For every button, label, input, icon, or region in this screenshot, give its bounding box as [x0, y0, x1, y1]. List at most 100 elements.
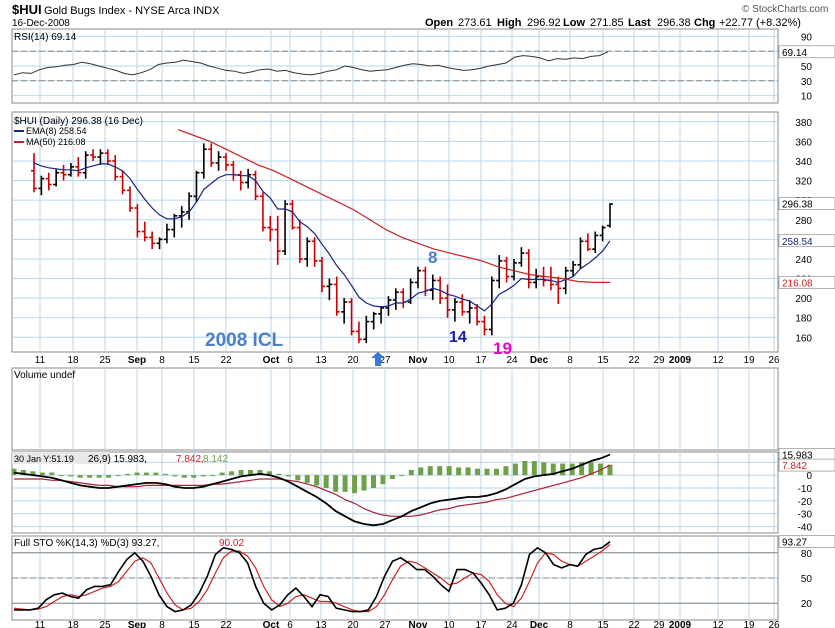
- price-last-tag: 296.38: [782, 200, 813, 211]
- macd-legend-prefix: 30 Jan Y:51.19: [14, 454, 74, 464]
- x-axis-tick-label-bottom: 29: [653, 620, 665, 628]
- macd-histogram-bar: [512, 463, 518, 476]
- macd-histogram-bar: [77, 475, 83, 478]
- x-axis-tick-label: Nov: [409, 355, 428, 366]
- macd-histogram-bar: [200, 475, 206, 477]
- macd-histogram-bar: [172, 475, 178, 477]
- ma50-line: [177, 129, 610, 283]
- annotation-14: 14: [449, 329, 467, 346]
- macd-histogram-bar: [153, 472, 159, 476]
- stockcharts-watermark: © StockCharts.com: [742, 4, 828, 15]
- x-axis-tick-label: 29: [653, 355, 665, 366]
- x-axis-tick-label-bottom: 10: [443, 620, 455, 628]
- x-axis-tick-label: 15: [597, 355, 609, 366]
- ema-line: [33, 162, 611, 312]
- macd-histogram-bar: [408, 470, 414, 476]
- price-y-tick-label: 180: [795, 314, 812, 325]
- macd-histogram-bar: [96, 475, 102, 478]
- macd-histogram-bar: [30, 471, 36, 476]
- annotation-19: 19: [493, 339, 512, 358]
- macd-signal-line: [14, 464, 611, 517]
- macd-histogram-bar: [68, 475, 74, 477]
- x-axis-tick-label-bottom: 17: [475, 620, 487, 628]
- macd-y-tick-label: -30: [798, 510, 813, 521]
- x-axis-tick-label-bottom: 22: [628, 620, 640, 628]
- macd-histogram-bar: [522, 461, 528, 476]
- price-y-tick-label: 160: [795, 333, 812, 344]
- x-axis-tick-label: 13: [315, 355, 327, 366]
- x-axis-tick-label-bottom: 25: [99, 620, 111, 628]
- macd-histogram-bar: [456, 467, 462, 476]
- macd-histogram-bar: [493, 468, 499, 476]
- x-axis-tick-label: 10: [443, 355, 455, 366]
- rsi-y-tick-label: 30: [801, 77, 813, 88]
- sto-k-line: [14, 541, 611, 613]
- rsi-layer: [13, 51, 609, 76]
- macd-histogram-bar: [418, 467, 424, 476]
- x-axis-tick-label: 22: [220, 355, 232, 366]
- macd-histogram-bar: [143, 472, 149, 476]
- macd-histogram-bar: [238, 470, 244, 476]
- price-y-tick-label: 240: [795, 255, 812, 266]
- price-legend-ma: MA(50) 216.08: [26, 137, 86, 147]
- macd-histogram-bar: [588, 462, 594, 476]
- macd-histogram-bar: [20, 470, 26, 476]
- header-high-value: 296.92: [527, 17, 561, 29]
- macd-histogram-bar: [465, 467, 471, 476]
- x-axis-tick-label: 17: [475, 355, 487, 366]
- price-panel-frame: [11, 111, 779, 353]
- sto-legend-prefix: Full STO %K(14,3) %D(3) 93.27,: [14, 538, 159, 549]
- macd-histogram-bar: [106, 475, 112, 478]
- x-axis-tick-label-bottom: 15: [597, 620, 609, 628]
- x-axis-tick-label: 26: [768, 355, 780, 366]
- x-axis-tick-label: 24: [506, 355, 518, 366]
- rsi-last-tag-box: [778, 45, 835, 59]
- macd-histogram-bar: [560, 463, 566, 476]
- macd-histogram-bar: [389, 475, 395, 479]
- rsi-line: [13, 51, 609, 76]
- macd-histogram-bar: [229, 471, 235, 476]
- rsi-legend: RSI(14) 69.14: [14, 32, 77, 43]
- x-axis-tick-label-bottom: 13: [315, 620, 327, 628]
- x-axis-tick-label-bottom: 2009: [669, 620, 692, 628]
- x-axis-tick-label: Dec: [530, 355, 549, 366]
- x-axis-tick-label-bottom: 24: [506, 620, 518, 628]
- sto-y-tick-label: 80: [801, 549, 813, 560]
- x-axis-tick-label-bottom: Dec: [530, 620, 549, 628]
- x-axis-tick-label-bottom: 26: [768, 620, 780, 628]
- macd-legend-val3: 8.142: [203, 454, 228, 465]
- macd-histogram-bar: [87, 475, 93, 478]
- x-axis-tick-label-bottom: 8: [159, 620, 165, 628]
- volume-legend: Volume undef: [14, 370, 75, 381]
- header-date: 16-Dec-2008: [12, 18, 70, 29]
- x-axis-tick-label: 15: [188, 355, 200, 366]
- ma-last-tag-box: [778, 276, 835, 289]
- macd-histogram-bar: [342, 475, 348, 492]
- arrow-up-icon: [371, 352, 385, 366]
- rsi-y-tick-label: 50: [801, 62, 813, 73]
- macd-histogram-bar: [380, 475, 386, 485]
- header-name: Gold Bugs Index - NYSE Arca INDX: [44, 5, 220, 17]
- annotation-8: 8: [428, 248, 437, 267]
- price-y-tick-label: 340: [795, 157, 812, 168]
- grid-layer: [11, 28, 779, 621]
- x-axis-tick-label-bottom: 19: [743, 620, 755, 628]
- sto-y-tick-label: 50: [801, 574, 813, 585]
- header-open-label: Open: [425, 17, 453, 29]
- macd-histogram-bar: [361, 475, 367, 491]
- x-axis-tick-label: 25: [99, 355, 111, 366]
- macd-histogram-bar: [323, 475, 329, 488]
- macd-histogram-bar: [181, 475, 187, 478]
- macd-histogram-bar: [125, 473, 131, 476]
- macd-histogram-bar: [503, 466, 509, 476]
- x-axis-tick-label: 22: [628, 355, 640, 366]
- price-y-tick-label: 380: [795, 118, 812, 129]
- macd-histogram-bar: [191, 475, 197, 478]
- x-axis-tick-label-bottom: 8: [567, 620, 573, 628]
- x-axis-tick-label-bottom: Oct: [263, 620, 280, 628]
- header-chg-value: +22.77 (+8.32%): [719, 17, 801, 29]
- macd-histogram-bar: [304, 475, 310, 483]
- annotation-2008-icl: 2008 ICL: [205, 330, 284, 351]
- macd-line: [13, 453, 611, 527]
